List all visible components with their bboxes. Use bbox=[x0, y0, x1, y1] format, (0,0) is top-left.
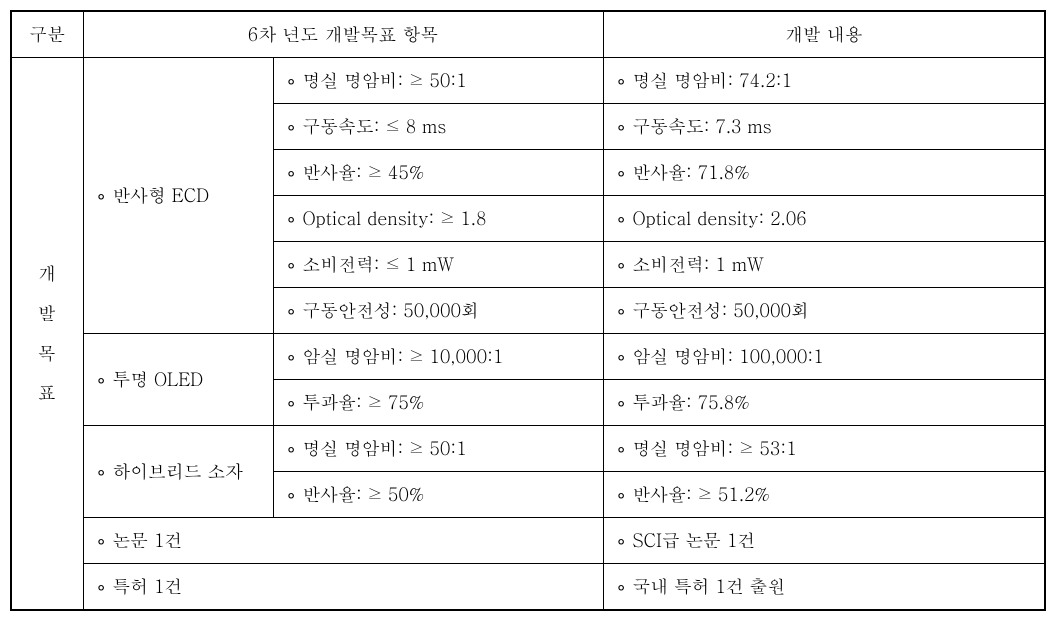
goal-cell: ∘ 반사율: ≥ 45% bbox=[273, 150, 603, 196]
table-row: ∘ 특허 1건 ∘ 국내 특허 1건 출원 bbox=[11, 564, 1045, 611]
result-cell: ∘ 구동속도: 7.3 ms bbox=[603, 104, 1045, 150]
goal-cell: ∘ 명실 명암비: ≥ 50:1 bbox=[273, 426, 603, 472]
header-goal: 6차 년도 개발목표 항목 bbox=[83, 11, 603, 58]
header-result: 개발 내용 bbox=[603, 11, 1045, 58]
result-cell: ∘ 명실 명암비: 74.2:1 bbox=[603, 58, 1045, 104]
goal-cell: ∘ 반사율: ≥ 50% bbox=[273, 472, 603, 518]
result-cell: ∘ 소비전력: 1 mW bbox=[603, 242, 1045, 288]
table-row: ∘ 논문 1건 ∘ SCI급 논문 1건 bbox=[11, 518, 1045, 564]
table-row: ∘ 투명 OLED ∘ 암실 명암비: ≥ 10,000:1 ∘ 암실 명암비:… bbox=[11, 334, 1045, 380]
result-cell: ∘ 국내 특허 1건 출원 bbox=[603, 564, 1045, 611]
result-cell: ∘ 반사율: 71.8% bbox=[603, 150, 1045, 196]
goal-cell: ∘ Optical density: ≥ 1.8 bbox=[273, 196, 603, 242]
row-category-label: 개발목표 bbox=[11, 58, 83, 611]
row-category-text: 개발목표 bbox=[38, 261, 57, 405]
table-row: 개발목표 ∘ 반사형 ECD ∘ 명실 명암비: ≥ 50:1 ∘ 명실 명암비… bbox=[11, 58, 1045, 104]
goal-cell: ∘ 투과율: ≥ 75% bbox=[273, 380, 603, 426]
goal-cell: ∘ 암실 명암비: ≥ 10,000:1 bbox=[273, 334, 603, 380]
result-cell: ∘ 암실 명암비: 100,000:1 bbox=[603, 334, 1045, 380]
result-cell: ∘ 투과율: 75.8% bbox=[603, 380, 1045, 426]
goal-cell: ∘ 소비전력: ≤ 1 mW bbox=[273, 242, 603, 288]
goal-cell: ∘ 특허 1건 bbox=[83, 564, 603, 611]
goal-cell: ∘ 논문 1건 bbox=[83, 518, 603, 564]
result-cell: ∘ 반사율: ≥ 51.2% bbox=[603, 472, 1045, 518]
goal-cell: ∘ 명실 명암비: ≥ 50:1 bbox=[273, 58, 603, 104]
result-cell: ∘ Optical density: 2.06 bbox=[603, 196, 1045, 242]
table-row: ∘ 하이브리드 소자 ∘ 명실 명암비: ≥ 50:1 ∘ 명실 명암비: ≥ … bbox=[11, 426, 1045, 472]
header-category: 구분 bbox=[11, 11, 83, 58]
group-label: ∘ 하이브리드 소자 bbox=[83, 426, 273, 518]
result-cell: ∘ SCI급 논문 1건 bbox=[603, 518, 1045, 564]
group-label: ∘ 반사형 ECD bbox=[83, 58, 273, 334]
result-cell: ∘ 구동안전성: 50,000회 bbox=[603, 288, 1045, 334]
goal-cell: ∘ 구동속도: ≤ 8 ms bbox=[273, 104, 603, 150]
group-label: ∘ 투명 OLED bbox=[83, 334, 273, 426]
header-row: 구분 6차 년도 개발목표 항목 개발 내용 bbox=[11, 11, 1045, 58]
result-cell: ∘ 명실 명암비: ≥ 53:1 bbox=[603, 426, 1045, 472]
goal-cell: ∘ 구동안전성: 50,000회 bbox=[273, 288, 603, 334]
spec-table: 구분 6차 년도 개발목표 항목 개발 내용 개발목표 ∘ 반사형 ECD ∘ … bbox=[10, 10, 1046, 611]
